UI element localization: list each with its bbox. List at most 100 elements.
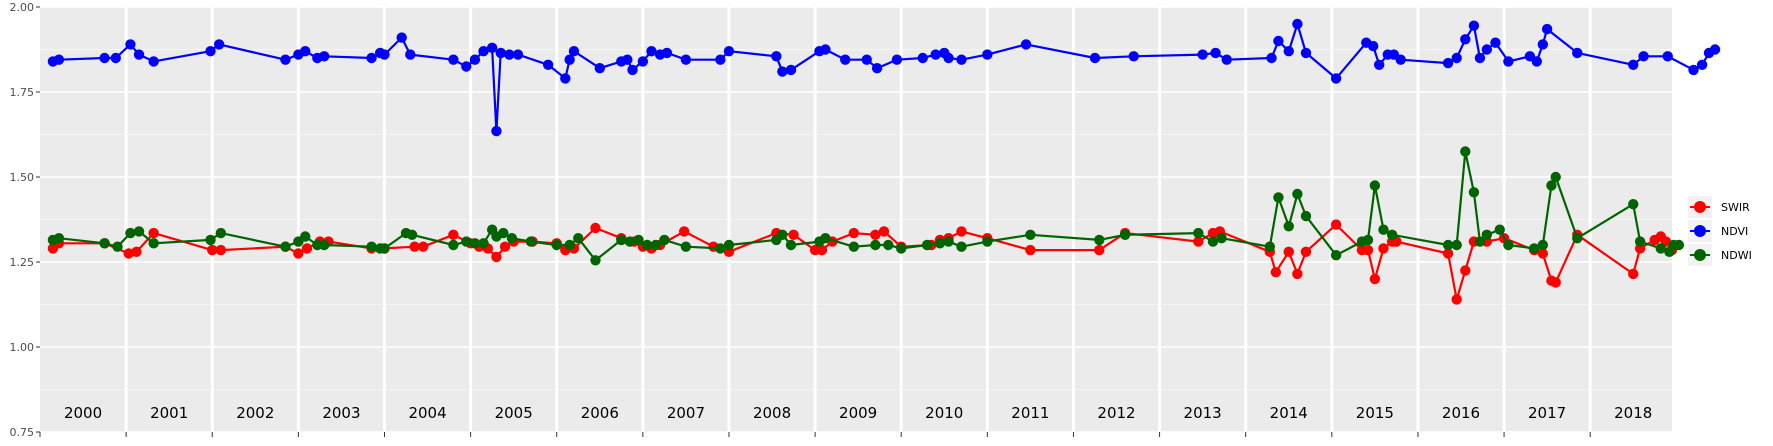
ndwi-point bbox=[870, 239, 881, 251]
swir-point bbox=[1442, 248, 1454, 259]
swir-point bbox=[448, 229, 459, 240]
ndwi-point bbox=[921, 239, 933, 251]
ndwi-point bbox=[1273, 192, 1284, 203]
swir-point bbox=[148, 227, 159, 239]
ndvi-point bbox=[861, 54, 872, 65]
ndvi-point bbox=[205, 46, 216, 57]
y-tick-label: 1.75 bbox=[10, 86, 35, 99]
ndwi-point bbox=[616, 234, 627, 246]
ndwi-point bbox=[680, 241, 692, 252]
year-label: 2000 bbox=[64, 404, 102, 422]
swir-point bbox=[848, 227, 860, 239]
ndvi-point bbox=[1266, 52, 1277, 64]
ndwi-point bbox=[99, 238, 110, 249]
year-label: 2017 bbox=[1528, 404, 1566, 422]
ndvi-point bbox=[1481, 44, 1493, 55]
ndvi-point bbox=[1537, 39, 1549, 50]
ndwi-point bbox=[1451, 239, 1462, 251]
ndvi-point bbox=[917, 52, 928, 64]
ndwi-point bbox=[633, 234, 644, 246]
ndvi-point bbox=[1451, 52, 1462, 64]
ndvi-point bbox=[1662, 51, 1673, 62]
year-label: 2013 bbox=[1184, 404, 1222, 422]
swir-point bbox=[491, 251, 502, 263]
ndwi-point bbox=[624, 236, 636, 247]
ndwi-point bbox=[1193, 227, 1204, 239]
year-label: 2014 bbox=[1270, 404, 1308, 422]
ndwi-point bbox=[1292, 188, 1303, 200]
ndvi-point bbox=[1300, 47, 1312, 59]
ndwi-point bbox=[506, 233, 518, 244]
ndvi-point bbox=[930, 49, 941, 60]
ndwi-point bbox=[1207, 236, 1219, 247]
ndvi-point bbox=[148, 56, 159, 67]
ndwi-point bbox=[1572, 233, 1583, 244]
ndwi-point bbox=[53, 233, 65, 244]
ndwi-point bbox=[300, 231, 311, 242]
ndwi-point bbox=[573, 233, 584, 244]
ndwi-point bbox=[943, 236, 954, 247]
ndvi-point bbox=[785, 64, 797, 76]
swir-point bbox=[1369, 273, 1381, 285]
ndvi-point bbox=[1442, 57, 1454, 69]
ndvi-point bbox=[943, 52, 954, 64]
ndwi-point bbox=[1537, 239, 1549, 251]
ndwi-point bbox=[1673, 239, 1685, 251]
ndvi-point bbox=[1572, 47, 1583, 59]
ndwi-point bbox=[125, 227, 136, 239]
ndwi-point bbox=[641, 239, 653, 251]
swir-point bbox=[293, 248, 304, 259]
ndvi-point bbox=[637, 56, 649, 67]
ndvi-point bbox=[840, 54, 851, 65]
ndvi-point bbox=[469, 54, 481, 65]
swir-point bbox=[1378, 243, 1389, 254]
swir-point bbox=[816, 244, 828, 256]
ndwi-point bbox=[319, 239, 330, 251]
ndvi-point bbox=[1541, 23, 1553, 35]
year-label: 2002 bbox=[236, 404, 274, 422]
ndvi-point bbox=[1688, 64, 1699, 76]
legend-label-ndvi: NDVI bbox=[1721, 225, 1748, 238]
ndwi-point bbox=[934, 238, 946, 249]
swir-point bbox=[1628, 268, 1639, 280]
swir-point bbox=[1270, 267, 1282, 278]
ndvi-point bbox=[1460, 34, 1471, 45]
ndvi-point bbox=[99, 52, 110, 64]
year-label: 2016 bbox=[1442, 404, 1480, 422]
ndvi-point bbox=[1638, 51, 1649, 62]
swir-point bbox=[1292, 268, 1303, 280]
year-label: 2007 bbox=[667, 404, 705, 422]
ndvi-point bbox=[495, 47, 506, 59]
ndvi-point bbox=[1273, 35, 1284, 47]
ndwi-point bbox=[785, 239, 797, 251]
ndwi-point bbox=[215, 227, 227, 239]
ndvi-point bbox=[125, 39, 136, 50]
year-label: 2004 bbox=[408, 404, 446, 422]
ndwi-point bbox=[551, 239, 562, 251]
ndvi-point bbox=[777, 66, 788, 77]
ndvi-point bbox=[1474, 52, 1486, 64]
ndvi-point bbox=[300, 46, 311, 57]
ndwi-point bbox=[650, 239, 661, 251]
ndwi-point bbox=[1216, 233, 1227, 244]
ndwi-point bbox=[525, 236, 537, 247]
y-tick-label: 1.50 bbox=[10, 171, 35, 184]
ndvi-point bbox=[366, 52, 377, 64]
ndwi-point bbox=[1628, 199, 1639, 210]
ndwi-point bbox=[883, 239, 894, 251]
ndwi-point bbox=[820, 233, 831, 244]
ndvi-point bbox=[982, 49, 993, 60]
ndvi-point bbox=[680, 54, 692, 65]
swir-point bbox=[1362, 244, 1374, 256]
ndvi-point bbox=[1531, 56, 1542, 67]
ndvi-point bbox=[723, 46, 735, 57]
year-label: 2003 bbox=[322, 404, 360, 422]
ndvi-point bbox=[1330, 73, 1342, 84]
ndvi-point bbox=[1628, 59, 1639, 70]
swir-point bbox=[418, 241, 429, 252]
swir-point bbox=[215, 244, 227, 256]
ndwi-point bbox=[659, 234, 670, 246]
swir-point bbox=[1460, 265, 1471, 276]
ndwi-point bbox=[1094, 234, 1105, 246]
